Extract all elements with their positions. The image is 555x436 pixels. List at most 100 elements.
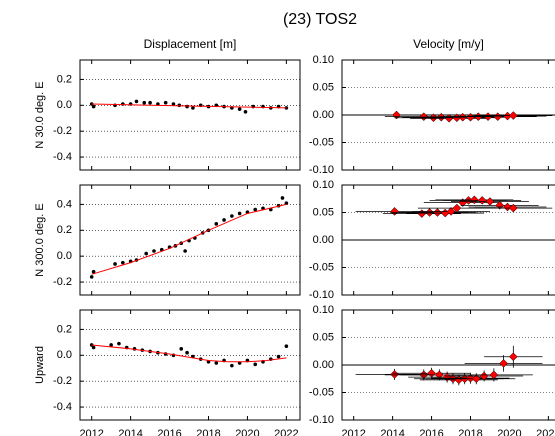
data-point <box>185 104 189 109</box>
column-title: Displacement [m] <box>144 37 237 51</box>
figure-title: (23) TOS2 <box>283 11 357 28</box>
x-tick-label: 2012 <box>79 428 103 436</box>
data-point <box>163 100 168 105</box>
data-point <box>89 343 94 347</box>
y-tick-label: 0.00 <box>313 234 334 246</box>
data-point <box>499 358 508 368</box>
y-tick-label: 0.2 <box>57 323 72 335</box>
y-tick-label: 0.0 <box>57 99 72 111</box>
y-tick-label: -0.10 <box>309 414 334 426</box>
data-point <box>214 222 219 226</box>
data-point <box>179 347 184 351</box>
data-point <box>183 249 187 253</box>
data-point <box>148 100 152 105</box>
y-tick-label: -0.05 <box>309 261 334 273</box>
data-point <box>109 343 113 347</box>
plot-frame <box>341 309 555 421</box>
y-tick-label: 0.05 <box>313 206 334 218</box>
y-tick-label: 0.4 <box>57 198 72 210</box>
data-point <box>452 203 462 213</box>
column-title: Velocity [m/y] <box>413 37 484 51</box>
x-tick-label: 2018 <box>196 428 220 436</box>
data-point <box>390 207 399 216</box>
data-point <box>433 208 442 217</box>
data-point <box>89 275 94 279</box>
data-point <box>466 112 475 122</box>
data-point <box>471 374 481 384</box>
y-tick-label: 0.10 <box>313 54 334 66</box>
fit-line <box>91 103 287 109</box>
y-tick-label: 0.00 <box>313 109 334 121</box>
data-point <box>508 111 518 120</box>
y-tick-label: -0.2 <box>53 375 72 387</box>
y-tick-label: 0.0 <box>57 250 72 262</box>
data-point <box>134 99 139 104</box>
data-point <box>485 197 495 206</box>
data-point <box>243 109 248 114</box>
x-tick-label: 2020 <box>235 428 259 436</box>
y-tick-label: -0.05 <box>309 386 334 398</box>
data-point <box>171 102 176 106</box>
data-point <box>142 100 147 105</box>
data-point <box>417 209 427 218</box>
data-point <box>284 344 289 349</box>
y-tick-label: -0.10 <box>309 289 334 301</box>
data-point <box>152 249 156 253</box>
y-tick-label: 0.05 <box>313 81 334 93</box>
x-tick-label: 2014 <box>380 428 404 436</box>
data-point <box>251 104 256 109</box>
data-point <box>214 361 219 365</box>
data-point <box>222 218 226 222</box>
data-point <box>144 251 148 256</box>
data-point <box>121 260 125 265</box>
data-point <box>191 106 195 110</box>
y-tick-label: -0.2 <box>53 125 72 137</box>
data-point <box>117 341 121 346</box>
y-tick-label: 0.10 <box>313 304 334 316</box>
y-axis-label: Upward <box>34 346 46 384</box>
fit-line <box>91 203 287 275</box>
y-tick-label: 0.2 <box>57 224 72 236</box>
data-point <box>113 262 117 266</box>
x-tick-label: 2020 <box>497 428 521 436</box>
data-point <box>503 202 512 212</box>
y-tick-label: 0.2 <box>57 73 72 85</box>
y-tick-label: -0.05 <box>309 136 334 148</box>
data-point <box>89 102 94 106</box>
data-point <box>508 203 518 213</box>
y-tick-label: -0.2 <box>53 276 72 288</box>
x-tick-label: 2016 <box>419 428 443 436</box>
data-point <box>508 352 518 362</box>
y-tick-label: 0.00 <box>313 359 334 371</box>
plot-frame <box>79 184 301 296</box>
y-tick-label: 0.10 <box>313 179 334 191</box>
x-tick-label: 2022 <box>536 428 555 436</box>
data-point <box>477 196 487 205</box>
y-axis-label: N 30.0 deg. E <box>34 81 46 148</box>
x-tick-label: 2022 <box>274 428 298 436</box>
data-point <box>237 211 242 216</box>
data-point <box>230 214 234 218</box>
x-tick-label: 2016 <box>157 428 181 436</box>
y-tick-label: 0.0 <box>57 349 72 361</box>
data-point <box>390 369 399 379</box>
plot-frame <box>341 184 555 296</box>
data-point <box>253 362 258 367</box>
data-point <box>284 201 289 205</box>
data-point <box>237 107 242 111</box>
data-point <box>446 207 456 216</box>
y-tick-label: -0.4 <box>53 401 72 413</box>
data-point <box>230 363 234 368</box>
plot-frame <box>79 59 301 171</box>
data-point <box>91 269 96 274</box>
plot-frame <box>79 309 301 421</box>
data-point <box>284 106 289 110</box>
x-tick-label: 2018 <box>458 428 482 436</box>
y-tick-label: -0.4 <box>53 151 72 163</box>
y-tick-label: 0.05 <box>313 331 334 343</box>
y-axis-label: N 300.0 deg. E <box>34 203 46 276</box>
data-point <box>419 112 429 122</box>
data-point <box>489 370 499 380</box>
data-point <box>185 350 189 355</box>
data-point <box>280 196 285 200</box>
